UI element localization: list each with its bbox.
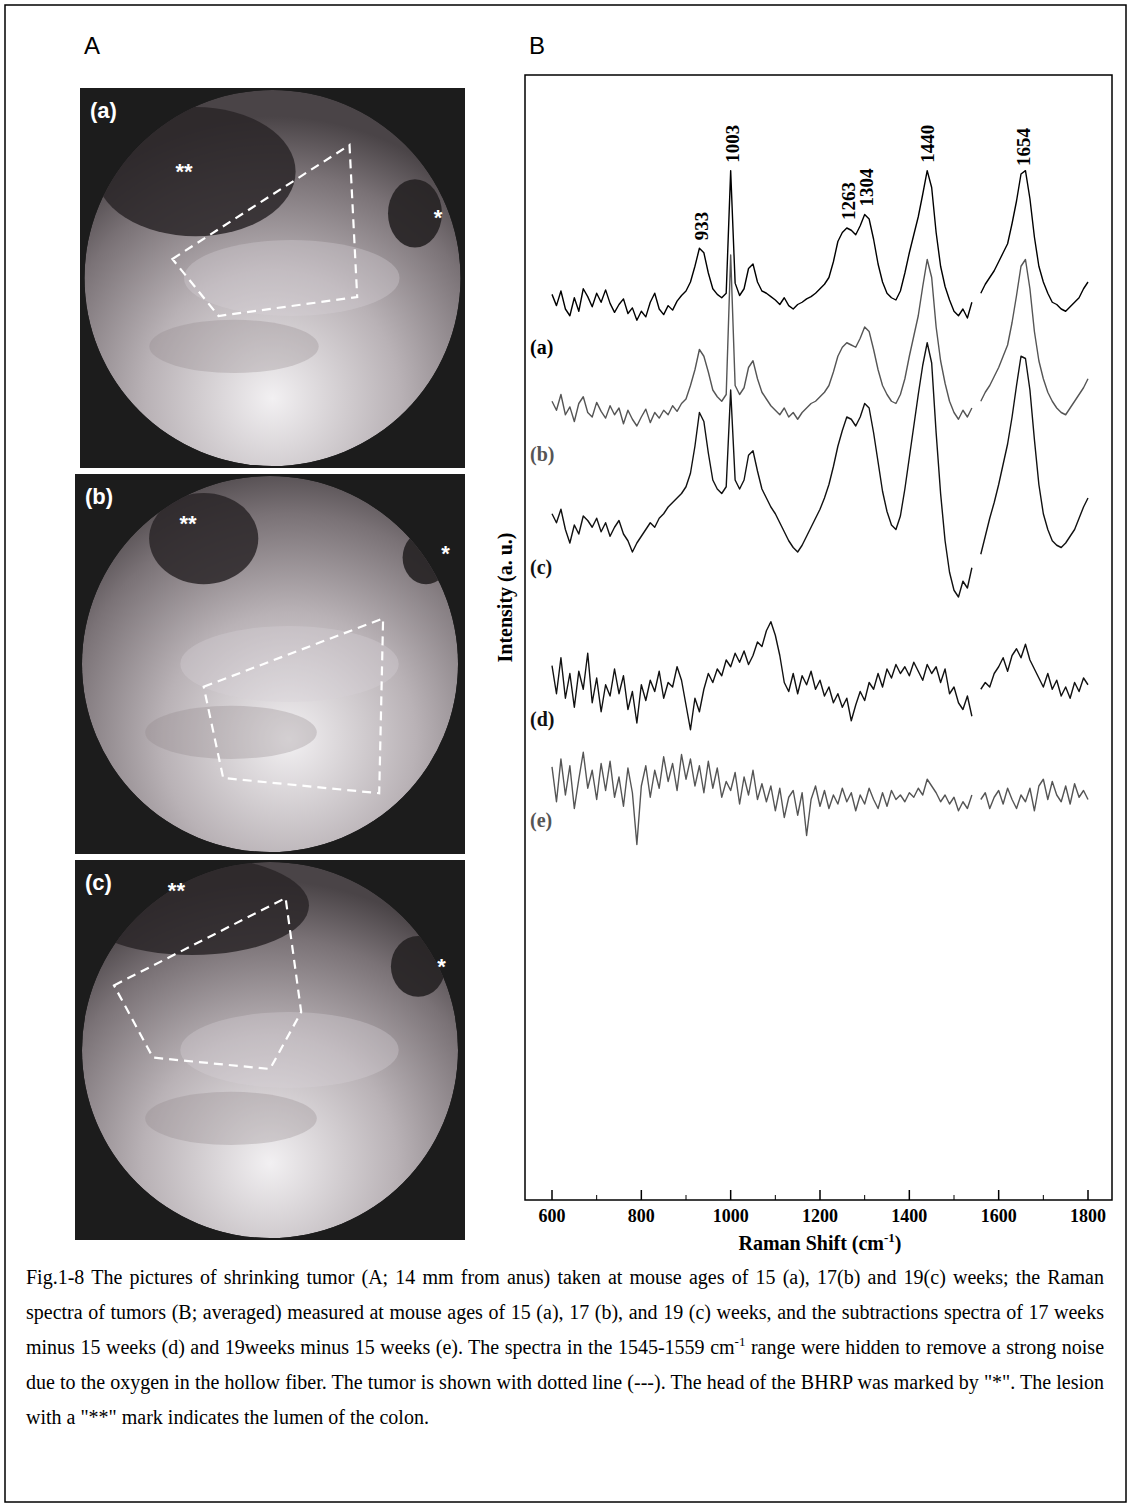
x-tick [998,1190,1000,1200]
x-tick [551,1190,553,1200]
series-label: (c) [530,556,552,579]
fold [149,320,318,373]
probe-head [391,936,446,997]
x-tick-label: 800 [628,1206,655,1226]
fold [145,1092,317,1145]
x-axis-title-part: -1 [884,1230,895,1245]
photo-frame [75,474,465,854]
photo: (a)*** [80,88,465,468]
probe-mark: * [434,205,443,230]
plot-frame [525,75,1112,1200]
panel-letter: A [84,32,100,59]
label-patch [529,707,555,732]
x-tick-label: 1200 [802,1206,838,1226]
peak-label: 1003 [722,125,743,163]
mucosa [82,476,458,852]
x-tick-label: 600 [539,1206,566,1226]
lumen-mark: ** [168,878,186,903]
spectrum-line [552,622,1088,730]
x-tick-label: 1000 [713,1206,749,1226]
series-label: (e) [530,809,552,832]
x-tick [819,1190,821,1200]
tumor-outline [114,898,301,1069]
series-label: (b) [530,443,554,466]
photo: (b)*** [75,474,465,854]
label-patch [529,442,555,467]
fold [180,626,398,702]
tumor-outline [204,618,383,793]
probe-mark: * [441,541,450,566]
lumen [149,493,258,584]
figure-border [5,5,1126,1502]
photo-image [82,476,458,852]
x-tick-label: 1600 [981,1206,1017,1226]
y-axis-title: Intensity (a. u.) [494,532,517,662]
x-tick [909,1190,911,1200]
x-tick-label: 1800 [1070,1206,1106,1226]
x-tick-label: 1400 [891,1206,927,1226]
caption: Fig.1-8 The pictures of shrinking tumor … [26,1260,1104,1435]
panel-letter: B [529,32,545,59]
fold [145,706,317,759]
lumen [95,107,295,236]
peak-labels: 93310031263130414401654 [691,125,1034,241]
fold [180,1012,398,1088]
x-axis-title-part: ) [895,1232,902,1255]
tumor-outline [172,145,357,316]
peak-label: 1654 [1013,128,1034,167]
mucosa [85,90,461,466]
series-label: (d) [530,708,554,731]
peak-label: 933 [691,212,712,241]
lumen-mark: ** [180,511,198,536]
x-tick [641,1190,643,1200]
peak-label: 1304 [856,168,877,207]
plot-area [552,171,1088,845]
photo-label: (c) [85,870,112,895]
peak-label: 1440 [917,125,938,163]
chart: 600 800 1000 1200 1400 1600 1800 Raman Shift (c… [494,75,1112,1255]
lumen-mark: ** [175,159,193,184]
spectrum-line [552,343,1088,597]
photo-image [85,90,461,466]
photo-label: (b) [85,484,113,509]
page: A(a)***(b)***(c)***B60080010001200140016… [0,0,1131,1508]
probe-head [403,531,450,584]
x-axis-title-part: Raman Shift (cm [738,1232,884,1255]
x-axis-title: Raman Shift (cm-1) [738,1230,901,1255]
spectrum-line [552,752,1088,844]
x-tick [1087,1190,1089,1200]
series-labels: (a) (b) (c) (d) (e) [529,335,555,833]
label-patch [529,555,553,580]
photo-frame [80,88,465,468]
series-label: (a) [530,336,553,359]
caption-superscript: -1 [735,1334,746,1349]
lumen [75,856,309,955]
photo: (c)*** [75,856,465,1240]
photo-image [75,856,458,1238]
label-patch [529,335,554,360]
probe-head [388,179,442,247]
spectrum-line [552,171,1088,321]
spectrum-line [552,255,1088,426]
label-patch [529,808,553,833]
photo-label: (a) [90,98,117,123]
probe-mark: * [437,954,446,979]
x-tick [730,1190,732,1200]
fold [184,240,400,316]
